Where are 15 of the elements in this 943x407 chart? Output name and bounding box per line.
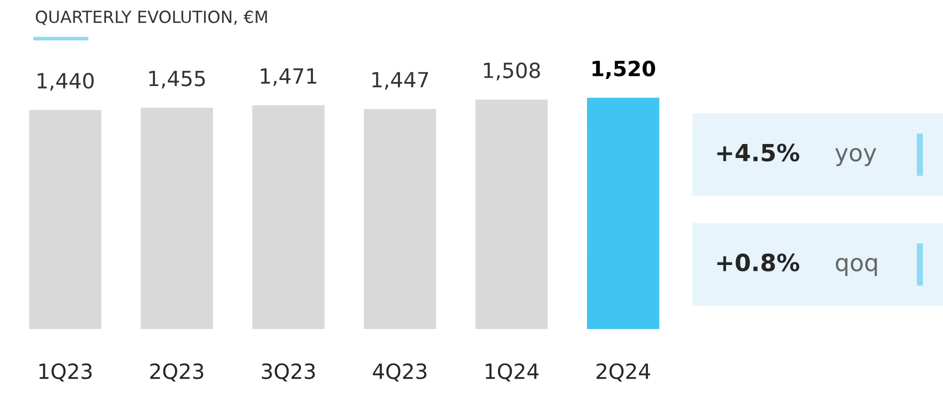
x-tick-label: 3Q23 — [262, 363, 315, 382]
x-tick-label: 1Q24 — [486, 363, 538, 382]
text: +4.5% yoy — [717, 144, 876, 166]
data-label: 1,508 — [484, 62, 540, 80]
x-tick-label: 1Q23 — [39, 363, 92, 382]
data-label: 1,455 — [149, 70, 205, 88]
chart-title: QUARTERLY EVOLUTION, €M — [36, 10, 267, 26]
data-label: 1,520 — [592, 60, 656, 80]
data-label: 1,440 — [38, 72, 94, 91]
data-label: 1,471 — [260, 68, 316, 86]
text: +0.8% qoq — [717, 254, 877, 276]
x-tick-label: 4Q23 — [372, 363, 426, 382]
x-tick-label: 2Q24 — [596, 363, 650, 382]
x-tick-label: 2Q23 — [150, 363, 204, 382]
data-label: 1,447 — [372, 72, 428, 90]
